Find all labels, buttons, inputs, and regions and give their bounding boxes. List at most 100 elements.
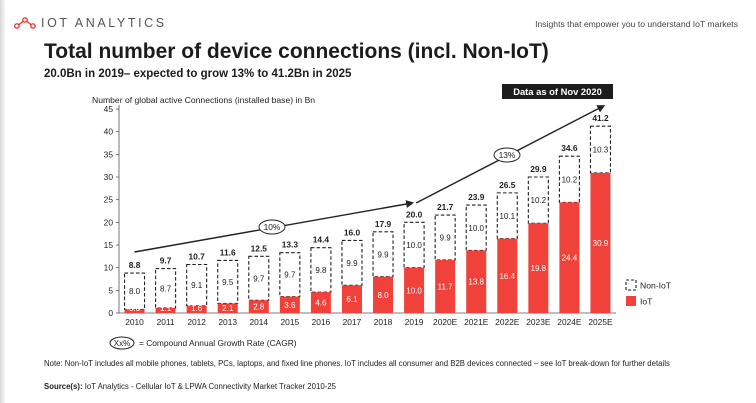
x-tick-label: 2015 xyxy=(281,317,300,327)
iot-value-label: 19.8 xyxy=(531,264,547,273)
bar-non-iot xyxy=(217,259,239,305)
total-value-label: 10.7 xyxy=(189,251,206,261)
non-iot-value-label: 8.0 xyxy=(129,287,141,296)
x-tick-label: 2010 xyxy=(125,317,144,327)
iot-value-label: 1.6 xyxy=(191,304,203,313)
x-tick-label: 2018 xyxy=(374,317,393,327)
x-tick-label: 2021E xyxy=(464,317,489,327)
footnote: Note: Non-IoT includes all mobile phones… xyxy=(44,359,670,368)
iot-value-label: 13.8 xyxy=(468,278,484,287)
total-value-label: 14.4 xyxy=(313,235,330,245)
non-iot-value-label: 9.9 xyxy=(440,234,452,243)
y-tick-label: 35 xyxy=(104,149,114,159)
bar-iot xyxy=(217,303,238,313)
non-iot-value-label: 10.3 xyxy=(593,146,609,155)
total-value-label: 29.9 xyxy=(530,164,547,174)
bar-non-iot xyxy=(279,252,301,298)
bar-iot xyxy=(435,259,456,313)
legend-iot-label: IoT xyxy=(640,297,653,307)
iot-value-label: 2.8 xyxy=(253,303,265,312)
non-iot-value-label: 9.1 xyxy=(191,281,203,290)
bar-iot xyxy=(310,292,331,313)
total-value-label: 26.5 xyxy=(499,180,516,190)
bar-non-iot xyxy=(248,255,270,301)
iot-value-label: 8.0 xyxy=(377,291,389,300)
legend: Non-IoT IoT xyxy=(625,279,672,307)
total-value-label: 16.0 xyxy=(344,227,361,237)
x-tick-label: 2020E xyxy=(433,317,458,327)
data-as-of-box: Data as of Nov 2020 xyxy=(502,84,613,99)
bar-iot xyxy=(248,300,269,313)
cagr-label: 10% xyxy=(264,222,281,232)
iot-value-label: 2.1 xyxy=(222,304,234,313)
x-tick-label: 2024E xyxy=(557,317,582,327)
tagline: Insights that empower you to understand … xyxy=(535,19,738,29)
total-value-label: 41.2 xyxy=(592,113,609,123)
non-iot-value-label: 9.7 xyxy=(284,271,296,280)
total-value-label: 12.5 xyxy=(251,243,268,253)
non-iot-value-label: 10.0 xyxy=(406,241,422,250)
y-tick-label: 10 xyxy=(104,263,114,273)
total-value-label: 8.8 xyxy=(129,260,141,270)
iot-value-label: 16.4 xyxy=(499,272,515,281)
bar-iot xyxy=(124,309,145,313)
y-tick-label: 20 xyxy=(104,217,114,227)
x-tick-label: 2014 xyxy=(249,317,268,327)
x-tick-label: 2012 xyxy=(187,317,206,327)
total-value-label: 9.7 xyxy=(160,256,172,266)
total-value-label: 13.3 xyxy=(282,240,299,250)
source-text: IoT Analytics - Cellular IoT & LPWA Conn… xyxy=(84,382,336,391)
x-tick-label: 2016 xyxy=(312,317,331,327)
bar-iot xyxy=(404,267,425,313)
legend-non-iot-label: Non-IoT xyxy=(640,281,672,291)
source-label: Source(s): xyxy=(44,382,83,391)
iot-value-label: 30.9 xyxy=(593,239,609,248)
y-tick-label: 25 xyxy=(104,195,114,205)
non-iot-value-label: 9.9 xyxy=(346,259,358,268)
non-iot-value-label: 10.2 xyxy=(562,175,578,184)
non-iot-value-label: 9.9 xyxy=(377,250,389,259)
bar-iot xyxy=(341,285,362,313)
non-iot-value-label: 8.7 xyxy=(160,284,172,293)
non-iot-value-label: 10.1 xyxy=(499,212,515,221)
non-iot-value-label: 10.0 xyxy=(468,224,484,233)
bar-non-iot xyxy=(123,272,146,310)
total-value-label: 11.6 xyxy=(220,247,236,257)
y-tick-label: 0 xyxy=(108,308,113,318)
total-value-label: 23.9 xyxy=(468,192,485,202)
bar-iot xyxy=(590,172,611,313)
x-tick-label: 2013 xyxy=(218,317,237,327)
x-tick-label: 2025E xyxy=(588,317,613,327)
source-line: Source(s): IoT Analytics - Cellular IoT … xyxy=(44,382,336,391)
non-iot-value-label: 10.2 xyxy=(531,196,547,205)
y-axis-label: Number of global active Connections (ins… xyxy=(92,95,315,105)
cagr-key: Xx% = Compound Annual Growth Rate (CAGR) xyxy=(109,336,297,350)
legend-iot-swatch xyxy=(626,296,636,306)
y-tick-label: 45 xyxy=(104,104,114,114)
bar-iot xyxy=(373,276,394,313)
x-tick-label: 2022E xyxy=(495,317,520,327)
total-value-label: 17.9 xyxy=(375,219,392,229)
iot-value-label: 4.6 xyxy=(315,299,327,308)
iot-value-label: 10.0 xyxy=(406,286,422,295)
bar-iot xyxy=(186,305,207,313)
iot-value-label: 0.8 xyxy=(129,304,141,313)
non-iot-value-label: 9.7 xyxy=(253,274,265,283)
non-iot-value-label: 9.5 xyxy=(222,278,234,287)
bar-iot xyxy=(497,238,518,313)
page-subtitle: 20.0Bn in 2019– expected to grow 13% to … xyxy=(44,68,352,80)
y-tick-label: 40 xyxy=(104,127,114,137)
total-value-label: 21.7 xyxy=(437,202,454,212)
y-tick-label: 30 xyxy=(104,172,114,182)
bar-iot xyxy=(559,202,580,313)
y-tick-label: 5 xyxy=(108,285,113,295)
cagr-bubble xyxy=(258,219,286,235)
cagr-key-text: = Compound Annual Growth Rate (CAGR) xyxy=(139,338,297,348)
x-tick-label: 2023E xyxy=(526,317,551,327)
total-value-label: 34.6 xyxy=(561,143,578,153)
iot-value-label: 6.1 xyxy=(346,295,358,304)
bar-iot xyxy=(528,223,549,313)
legend-non-iot-swatch xyxy=(625,279,637,291)
y-tick-label: 15 xyxy=(104,240,114,250)
